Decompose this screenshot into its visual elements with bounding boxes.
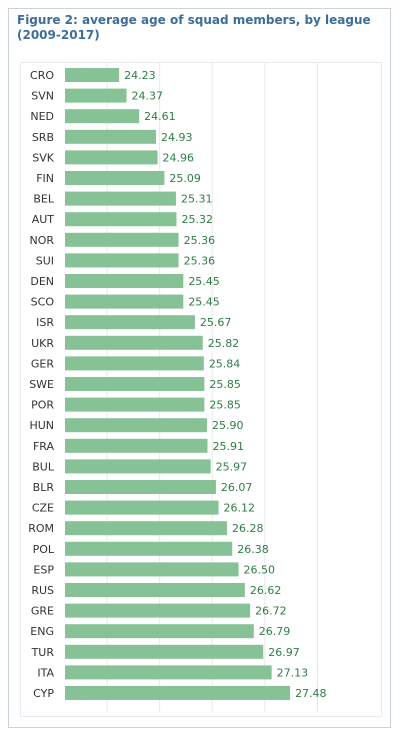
- bar: [65, 438, 208, 453]
- chart-title: Figure 2: average age of squad members, …: [17, 13, 371, 42]
- category-label: UKR: [31, 337, 54, 350]
- bar: [65, 686, 291, 700]
- value-label: 25.36: [184, 234, 216, 247]
- value-label: 25.45: [188, 296, 220, 309]
- category-label: SVK: [32, 151, 55, 164]
- value-label: 25.32: [181, 213, 213, 226]
- category-label: ROM: [28, 522, 54, 535]
- value-label: 26.72: [255, 605, 287, 618]
- value-label: 26.50: [244, 563, 276, 576]
- value-label: 24.96: [163, 151, 195, 164]
- value-label: 25.85: [209, 378, 241, 391]
- category-label: GER: [31, 357, 54, 370]
- category-label: HUN: [29, 419, 54, 432]
- value-label: 25.67: [200, 316, 232, 329]
- value-label: 26.38: [237, 543, 268, 556]
- bar: [65, 377, 205, 391]
- category-label: CZE: [32, 502, 54, 515]
- value-label: 25.31: [181, 193, 213, 206]
- category-label: ISR: [36, 316, 54, 329]
- bar: [65, 212, 177, 227]
- bar: [65, 232, 179, 247]
- category-label: SRB: [32, 131, 54, 144]
- bar: [65, 294, 184, 309]
- category-label: ENG: [30, 625, 54, 638]
- value-label: 25.97: [216, 460, 248, 473]
- value-label: 27.13: [277, 666, 309, 679]
- bar: [65, 418, 207, 433]
- value-label: 26.12: [224, 502, 256, 515]
- bar: [65, 541, 233, 556]
- bar: [65, 644, 264, 659]
- bar: [65, 356, 204, 371]
- category-label: GRE: [31, 605, 54, 618]
- category-label: ESP: [33, 563, 54, 576]
- bar: [65, 397, 205, 412]
- value-label: 26.07: [221, 481, 253, 494]
- value-label: 25.85: [209, 399, 241, 412]
- bar: [65, 562, 239, 577]
- value-label: 25.84: [209, 357, 241, 370]
- category-label: SCO: [31, 296, 55, 309]
- category-label: FIN: [36, 172, 54, 185]
- bar: [65, 480, 216, 494]
- bar: [65, 68, 120, 82]
- value-label: 25.82: [208, 337, 240, 350]
- bar: [65, 665, 272, 680]
- value-label: 26.28: [232, 522, 264, 535]
- category-label: NOR: [29, 234, 54, 247]
- bar: [65, 150, 158, 165]
- value-label: 24.93: [161, 131, 193, 144]
- value-label: 25.45: [188, 275, 220, 288]
- category-label: POL: [33, 543, 55, 556]
- category-label: BEL: [33, 193, 54, 206]
- bar: [65, 315, 195, 330]
- value-label: 25.90: [212, 419, 244, 432]
- category-label: SWE: [29, 378, 54, 391]
- bar: [65, 500, 219, 515]
- value-label: 25.91: [213, 440, 245, 453]
- category-label: AUT: [32, 213, 55, 226]
- category-label: SVN: [31, 90, 54, 103]
- category-label: TUR: [31, 646, 55, 659]
- value-label: 26.62: [250, 584, 282, 597]
- bar: [65, 335, 203, 350]
- category-label: BLR: [33, 481, 55, 494]
- value-label: 24.37: [132, 90, 164, 103]
- value-label: 24.23: [124, 69, 155, 82]
- bar: [65, 274, 184, 288]
- category-label: ITA: [37, 666, 54, 679]
- value-label: 25.36: [184, 254, 216, 267]
- bar: [65, 459, 211, 474]
- category-label: DEN: [30, 275, 54, 288]
- bar: [65, 109, 140, 124]
- category-label: FRA: [33, 440, 55, 453]
- bar: [65, 521, 227, 536]
- category-label: BUL: [32, 460, 55, 473]
- category-label: NED: [30, 110, 54, 123]
- value-label: 27.48: [295, 687, 327, 700]
- category-label: POR: [31, 399, 54, 412]
- category-label: CYP: [33, 687, 54, 700]
- bar: [65, 191, 176, 206]
- value-label: 26.97: [268, 646, 300, 659]
- category-label: CRO: [30, 69, 54, 82]
- category-label: SUI: [36, 254, 54, 267]
- bar: [65, 171, 165, 185]
- bar: [65, 88, 127, 103]
- bar: [65, 624, 254, 639]
- bar: [65, 603, 251, 618]
- bar: [65, 253, 179, 268]
- category-label: RUS: [31, 584, 54, 597]
- bar: [65, 129, 156, 144]
- value-label: 24.61: [144, 110, 176, 123]
- bar: [65, 583, 245, 597]
- value-label: 26.79: [259, 625, 291, 638]
- value-label: 25.09: [169, 172, 201, 185]
